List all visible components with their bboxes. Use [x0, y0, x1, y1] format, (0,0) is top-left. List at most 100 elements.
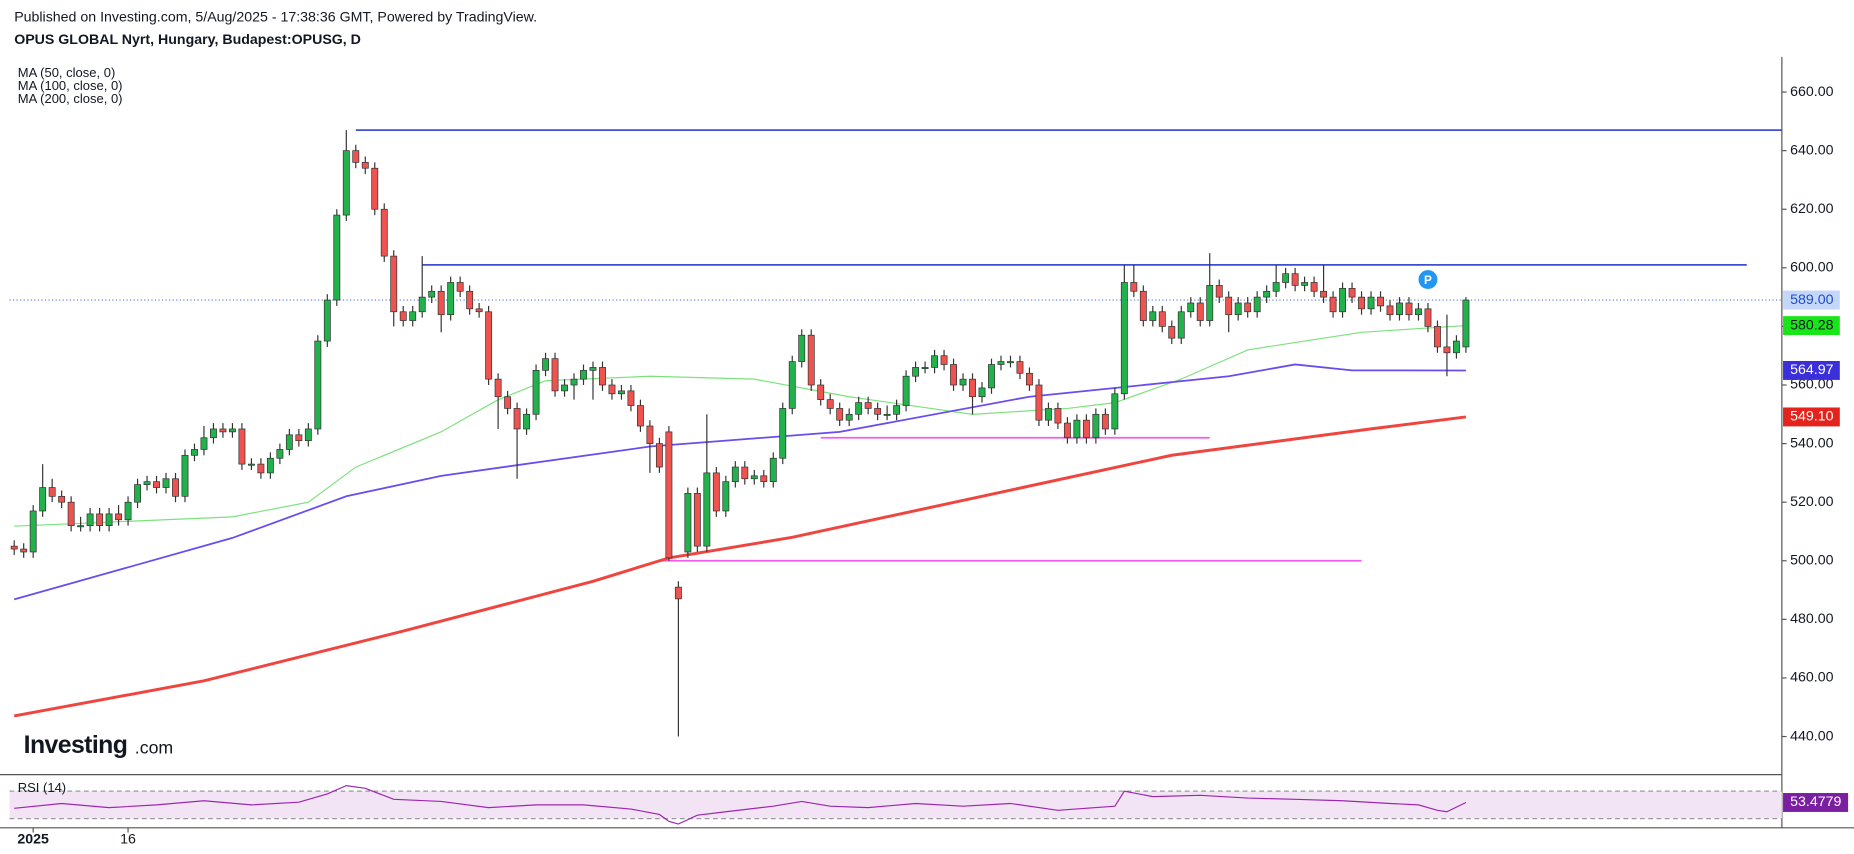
candle-body	[1253, 296, 1261, 313]
candle-body	[627, 390, 635, 406]
candle-body	[295, 434, 303, 442]
candle-body	[959, 378, 967, 386]
y-tick-label: 640.00	[1790, 142, 1833, 158]
candle-body	[172, 478, 179, 497]
candle-body	[1168, 326, 1176, 339]
candle-body	[437, 290, 445, 316]
price-label-box	[1783, 407, 1840, 427]
candle-body	[1291, 273, 1299, 286]
candle-body	[513, 408, 521, 430]
candle-body	[836, 408, 844, 421]
candle-body	[1206, 285, 1214, 321]
candle-body	[1177, 311, 1185, 339]
candle-body	[210, 428, 217, 439]
candle-body	[96, 513, 104, 526]
candle-body	[931, 355, 939, 368]
y-tick-label: 460.00	[1790, 670, 1833, 686]
candle-body	[1405, 302, 1413, 316]
candle-body	[570, 378, 578, 386]
candle-body	[1339, 287, 1347, 313]
y-tick-label: 540.00	[1790, 435, 1833, 451]
candle-body	[655, 443, 663, 468]
candle-body	[29, 510, 37, 553]
candle-body	[636, 405, 644, 427]
candle-body	[599, 367, 606, 386]
candle-body	[304, 428, 312, 442]
candle-body	[940, 355, 948, 365]
candle-body	[712, 472, 720, 512]
candle-body	[105, 513, 113, 526]
candle-body	[200, 437, 208, 450]
candle-body	[817, 384, 825, 401]
candle-body	[807, 334, 815, 386]
y-tick-label: 480.00	[1790, 611, 1833, 627]
candle-body	[504, 396, 512, 409]
candle-body	[10, 545, 18, 550]
candle-body	[115, 513, 123, 521]
candle-body	[1139, 290, 1147, 321]
candle-body	[1187, 302, 1195, 313]
candle-body	[1225, 296, 1233, 316]
candle-body	[485, 311, 493, 380]
candle-body	[39, 487, 47, 512]
candle-body	[969, 378, 976, 398]
candle-body	[285, 434, 293, 450]
candle-body	[58, 495, 66, 503]
candle-body	[997, 361, 1005, 365]
candle-body	[523, 413, 531, 430]
candle-body	[1434, 326, 1441, 348]
candle-body	[342, 150, 350, 216]
candle-body	[864, 402, 872, 409]
candle-body	[1007, 361, 1014, 364]
candle-body	[238, 428, 246, 465]
rsi-line	[14, 785, 1467, 825]
candle-body	[124, 501, 132, 521]
candle-body	[1415, 308, 1422, 316]
rsi-label: 53.4779	[1790, 794, 1841, 810]
candle-body	[447, 282, 455, 316]
candle-body	[428, 290, 436, 298]
candle-body	[912, 367, 920, 377]
candle-body	[1158, 311, 1166, 327]
candle-body	[893, 405, 901, 415]
candle-body	[371, 167, 379, 210]
candle-body	[1272, 282, 1280, 292]
candle-body	[608, 384, 616, 395]
candle-body	[1443, 346, 1451, 354]
candle-body	[646, 425, 654, 444]
candle-body	[162, 478, 170, 488]
event-marker-label: P	[1424, 273, 1432, 287]
y-tick-label: 500.00	[1790, 553, 1833, 569]
candle-body	[134, 484, 141, 503]
rsi-label-box	[1783, 793, 1849, 812]
candle-body	[1348, 287, 1356, 298]
candle-body	[883, 413, 891, 416]
candle-body	[1244, 302, 1252, 313]
candle-body	[143, 481, 151, 485]
candle-body	[769, 457, 777, 483]
candle-body	[618, 390, 625, 395]
candle-body	[314, 340, 322, 430]
candle-body	[1329, 296, 1337, 313]
y-tick-label: 600.00	[1790, 260, 1833, 276]
candle-body	[1396, 302, 1403, 316]
candle-body	[153, 481, 160, 488]
candle-body	[741, 466, 749, 480]
candle-body	[333, 214, 341, 301]
candle-body	[1035, 384, 1043, 421]
candle-body	[779, 408, 787, 459]
published-note: Published on Investing.com, 5/Aug/2025 -…	[14, 10, 537, 26]
candle-body	[1424, 308, 1432, 327]
candle-body	[665, 431, 673, 559]
candle-body	[902, 375, 910, 406]
candle-body	[466, 290, 474, 310]
candle-body	[845, 413, 853, 421]
candle-body	[1111, 393, 1119, 430]
price-label-box	[1783, 290, 1840, 310]
candle-body	[921, 367, 929, 369]
candle-body	[551, 358, 559, 392]
price-label: 580.28	[1790, 317, 1833, 333]
candle-body	[475, 308, 483, 313]
y-tick-label: 660.00	[1790, 84, 1833, 100]
